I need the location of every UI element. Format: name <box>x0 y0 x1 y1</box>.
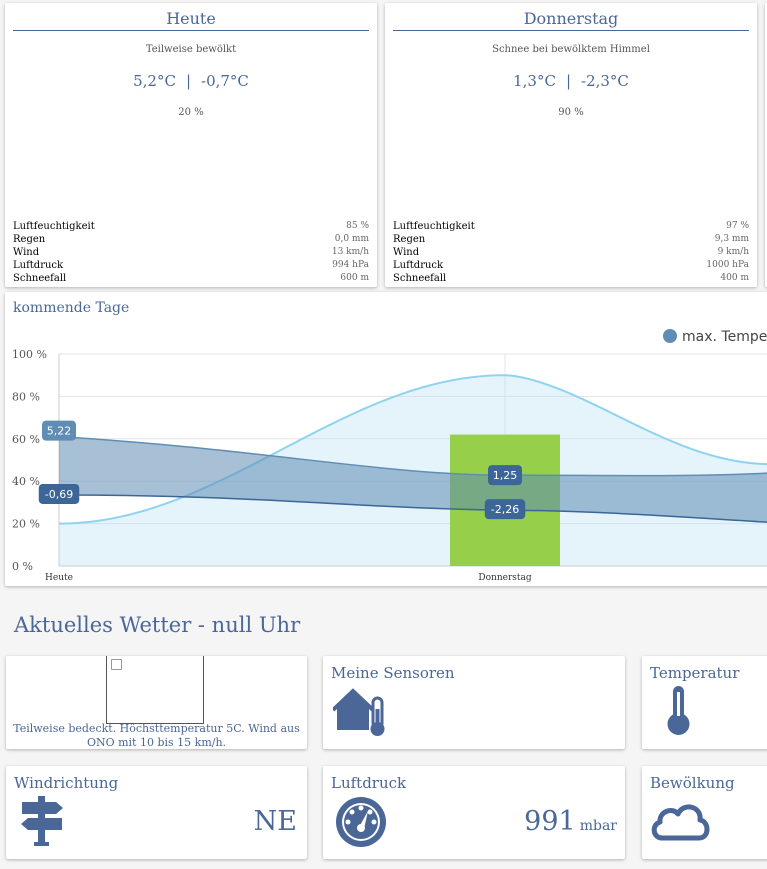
rain-chance: 20 % <box>178 107 204 118</box>
day-stats: Luftfeuchtigkeit 97 % Regen 9,3 mm Wind 9 k… <box>393 220 749 285</box>
data-label-max: 5,22 <box>47 425 72 438</box>
day-condition: Schnee bei bewölktem Himmel <box>492 44 650 55</box>
data-label-min: -2,26 <box>491 503 519 516</box>
temperature-range-band <box>59 436 767 523</box>
temp-min: -0,7°C <box>201 72 249 90</box>
temperature-max-line <box>58 435 767 477</box>
stat-row: Regen 9,3 mm <box>393 233 749 246</box>
signpost-icon <box>21 796 63 846</box>
data-label-min: -0,69 <box>45 488 73 501</box>
stat-value: 0,0 mm <box>334 234 369 244</box>
cloud-icon <box>651 804 710 841</box>
day-condition: Teilweise bewölkt <box>145 44 237 55</box>
current-weather-title: Aktuelles Wetter - null Uhr <box>14 613 301 637</box>
data-label-max-box <box>42 420 76 441</box>
tile-title: Windrichtung <box>14 774 119 792</box>
rain-chance: 90 % <box>558 107 584 118</box>
sensors-tile[interactable]: Meine Sensoren <box>323 656 625 749</box>
temp-min: -2,3°C <box>581 72 629 90</box>
stat-row: Wind 13 km/h <box>13 246 369 259</box>
stat-value: 1000 hPa <box>706 260 749 270</box>
gauge-icon <box>336 797 386 847</box>
y-tick-label: 20 % <box>12 518 40 531</box>
y-tick-label: 0 % <box>12 560 33 573</box>
stat-row: Luftdruck 1000 hPa <box>393 259 749 272</box>
stat-row: Schneefall 600 m <box>13 272 369 285</box>
day-stats: Luftfeuchtigkeit 85 % Regen 0,0 mm Wind 13 … <box>13 220 369 285</box>
y-tick-label: 100 % <box>12 348 47 361</box>
thermometer-icon <box>667 686 690 735</box>
data-label-min-box <box>38 483 80 504</box>
stat-row: Luftfeuchtigkeit 85 % <box>13 220 369 233</box>
temperature-tile[interactable]: Temperatur <box>642 656 767 749</box>
stat-row: Luftfeuchtigkeit 97 % <box>393 220 749 233</box>
chart-legend[interactable]: max. Temper <box>663 329 767 345</box>
stat-row: Regen 0,0 mm <box>13 233 369 246</box>
temp-separator: | <box>565 72 571 90</box>
day-card-next-partial <box>765 3 767 287</box>
stat-value: 13 km/h <box>331 247 369 257</box>
wind-direction-value: NE <box>253 806 297 837</box>
y-tick-label: 80 % <box>12 390 40 403</box>
tile-title: Meine Sensoren <box>331 664 455 682</box>
stat-value: 994 hPa <box>332 260 369 270</box>
pressure-value: 991 mbar <box>524 806 617 837</box>
temp-separator: | <box>185 72 191 90</box>
stat-value: 600 m <box>340 273 369 283</box>
forecast-chart: 0 % 20 % 40 % 60 % 80 % 100 % Heute Donnerstag 5… <box>12 348 767 583</box>
stat-label: Luftdruck <box>13 260 64 271</box>
day-card-today: Heute Teilweise bewölkt 5,2°C | -0,7°C 20 … <box>5 3 377 287</box>
wind-direction-tile[interactable]: Windrichtung NE <box>6 766 307 859</box>
stat-row: Luftdruck 994 hPa <box>13 259 369 272</box>
day-card-thursday: Donnerstag Schnee bei bewölktem Himmel 1… <box>385 3 757 287</box>
y-tick-label: 40 % <box>12 475 40 488</box>
line-rain-chance <box>58 374 767 525</box>
stat-label: Schneefall <box>393 273 447 284</box>
stat-value: 9,3 mm <box>714 234 749 244</box>
data-label-max-box <box>488 465 522 486</box>
stat-value: 85 % <box>346 221 369 231</box>
day-temperatures: 1,3°C | -2,3°C <box>385 72 757 90</box>
temp-max: 5,2°C <box>133 72 176 90</box>
pressure-tile[interactable]: Luftdruck 991 mbar <box>323 766 625 859</box>
stat-label: Wind <box>393 247 420 258</box>
legend-dot <box>663 329 677 343</box>
weather-description-tile[interactable]: Teilweise bedeckt. Höchsttemperatur 5C. … <box>6 656 307 749</box>
stat-row: Schneefall 400 m <box>393 272 749 285</box>
pressure-unit: mbar <box>579 818 617 834</box>
day-title: Heute <box>13 9 369 31</box>
tile-title: Luftdruck <box>331 774 407 792</box>
x-tick-label: Donnerstag <box>478 573 531 583</box>
stat-label: Regen <box>13 234 46 245</box>
temp-max: 1,3°C <box>513 72 556 90</box>
stat-row: Wind 9 km/h <box>393 246 749 259</box>
tile-title: Temperatur <box>650 664 740 682</box>
stat-label: Luftfeuchtigkeit <box>393 221 475 232</box>
stat-label: Regen <box>393 234 426 245</box>
stat-value: 9 km/h <box>717 247 749 257</box>
weather-image <box>106 656 204 724</box>
day-title: Donnerstag <box>393 9 749 31</box>
legend-label: max. Temper <box>682 329 767 345</box>
stat-label: Wind <box>13 247 40 258</box>
temperature-min-line <box>58 494 767 523</box>
stat-value: 400 m <box>720 273 749 283</box>
tile-title: Bewölkung <box>650 774 735 792</box>
stat-label: Luftfeuchtigkeit <box>13 221 95 232</box>
data-label-max: 1,25 <box>493 469 518 482</box>
broken-image-icon <box>111 659 122 670</box>
weather-text: Teilweise bedeckt. Höchsttemperatur 5C. … <box>13 722 300 749</box>
stat-label: Luftdruck <box>393 260 444 271</box>
stat-value: 97 % <box>726 221 749 231</box>
chart-title: kommende Tage <box>13 300 130 316</box>
stat-label: Schneefall <box>13 273 67 284</box>
day-temperatures: 5,2°C | -0,7°C <box>5 72 377 90</box>
x-tick-label: Heute <box>45 573 73 583</box>
data-label-min-box <box>484 499 526 520</box>
y-tick-label: 60 % <box>12 433 40 446</box>
home-thermometer-icon <box>333 688 385 736</box>
cloudiness-tile[interactable]: Bewölkung <box>642 766 767 859</box>
pressure-number: 991 <box>524 806 576 837</box>
